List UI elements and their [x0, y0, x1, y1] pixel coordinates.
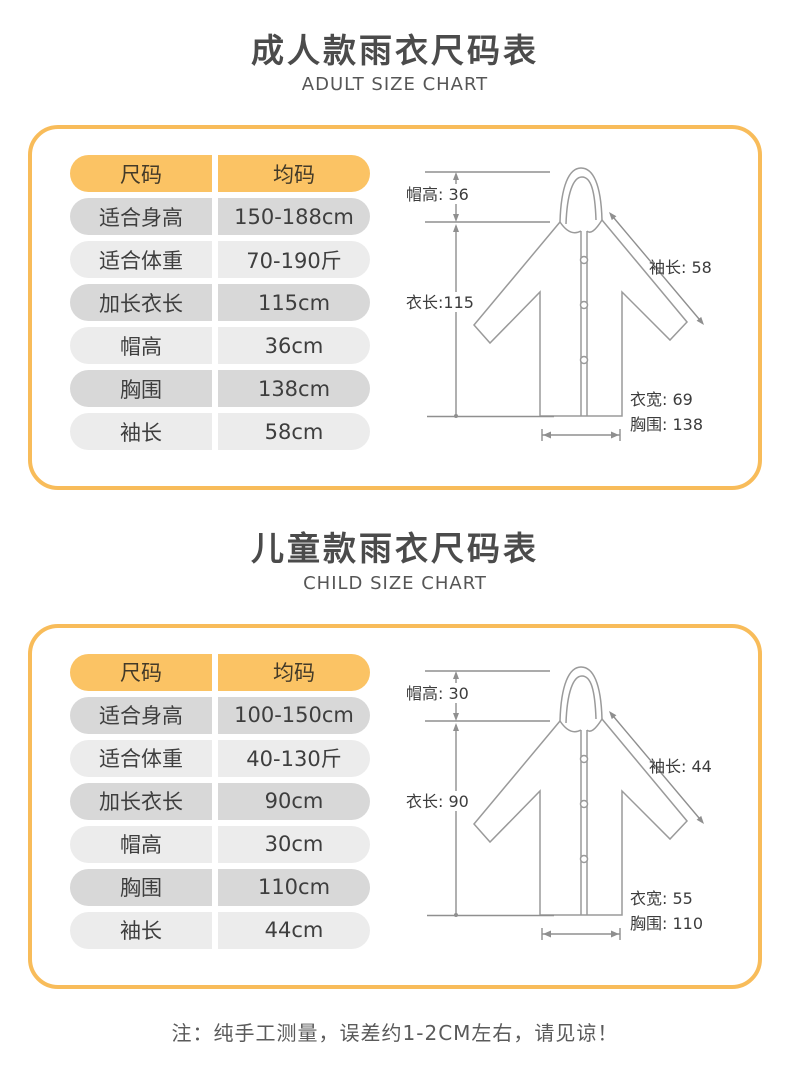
table-row: 帽高 30cm [70, 825, 370, 863]
arrowhead-up [453, 224, 459, 233]
arrowhead-right [611, 431, 619, 439]
row-label: 加长衣长 [70, 284, 212, 322]
hood-inner-line [565, 674, 597, 723]
row-value: 110cm [218, 868, 370, 906]
hood-outline [559, 665, 603, 721]
chest-label: 胸围: 110 [630, 914, 703, 933]
arrowhead-downright [696, 317, 704, 326]
adult-raincoat-diagram: 帽高: 36 衣长:115 袖长: 58 衣宽: 69 胸围: 138 [404, 167, 712, 442]
table-row: 袖长 58cm [70, 413, 370, 451]
row-value: 138cm [218, 370, 370, 408]
collar-right [586, 219, 603, 234]
arrowhead-up [453, 722, 459, 731]
adult-section-header: 成人款雨衣尺码表 ADULT SIZE CHART [0, 0, 790, 95]
row-label: 适合身高 [70, 696, 212, 734]
child-raincoat-diagram: 帽高: 30 衣长: 90 袖长: 44 衣宽: 55 胸围: 110 [404, 665, 712, 940]
table-row: 适合身高 100-150cm [70, 696, 370, 734]
table-row: 帽高 36cm [70, 327, 370, 365]
row-label: 帽高 [70, 825, 212, 863]
row-label: 袖长 [70, 911, 212, 949]
hood-height-label: 帽高: 30 [406, 684, 469, 703]
row-value: 100-150cm [218, 696, 370, 734]
row-value: 36cm [218, 327, 370, 365]
button [579, 301, 589, 310]
table-row: 适合身高 150-188cm [70, 198, 370, 236]
row-label: 胸围 [70, 370, 212, 408]
row-value: 150-188cm [218, 198, 370, 236]
table-header-row: 尺码 均码 [70, 155, 370, 193]
header-col-size: 尺码 [70, 653, 212, 691]
arrowhead-left [543, 930, 551, 937]
coat-length-label: 衣长:115 [406, 293, 474, 312]
child-section-header: 儿童款雨衣尺码表 CHILD SIZE CHART [0, 490, 790, 593]
table-row: 加长衣长 90cm [70, 782, 370, 820]
measurement-note: 注：纯手工测量，误差约1-2CM左右，请见谅！ [171, 1020, 619, 1045]
adult-size-card: 尺码 均码 适合身高 150-188cm 适合体重 70-190斤 加长衣长 1… [28, 125, 762, 491]
chest-label: 胸围: 138 [630, 415, 703, 434]
row-value: 70-190斤 [218, 241, 370, 279]
table-row: 加长衣长 115cm [70, 284, 370, 322]
row-value: 30cm [218, 825, 370, 863]
row-value: 44cm [218, 911, 370, 949]
coat-width-label: 衣宽: 55 [630, 889, 693, 908]
row-value: 40-130斤 [218, 739, 370, 777]
button [579, 854, 589, 863]
coat-length-label: 衣长: 90 [406, 792, 469, 811]
arrowhead-up [453, 172, 459, 181]
child-size-card: 尺码 均码 适合身高 100-150cm 适合体重 40-130斤 加长衣长 9… [28, 623, 762, 989]
coat-width-label: 衣宽: 69 [630, 390, 693, 409]
arrowhead-downright [696, 815, 704, 824]
row-label: 加长衣长 [70, 782, 212, 820]
row-label: 袖长 [70, 413, 212, 451]
row-label: 帽高 [70, 327, 212, 365]
arrowhead-right [611, 930, 619, 937]
child-title: 儿童款雨衣尺码表 [251, 529, 539, 569]
sleeve-length-label: 袖长: 58 [649, 258, 712, 277]
table-row: 袖长 44cm [70, 911, 370, 949]
table-header-row: 尺码 均码 [70, 653, 370, 691]
row-label: 胸围 [70, 868, 212, 906]
hood-outline [559, 167, 603, 223]
arrowhead-up [453, 670, 459, 679]
header-col-size: 尺码 [70, 155, 212, 193]
collar-left [559, 221, 582, 234]
button [579, 356, 589, 365]
button [579, 256, 589, 265]
header-col-onesize: 均码 [218, 155, 370, 193]
arrowhead-left [543, 431, 551, 439]
table-row: 胸围 110cm [70, 868, 370, 906]
child-size-table: 尺码 均码 适合身高 100-150cm 适合体重 40-130斤 加长衣长 9… [70, 653, 370, 955]
adult-title: 成人款雨衣尺码表 [251, 31, 539, 70]
sleeve-length-label: 袖长: 44 [649, 757, 712, 776]
collar-left [559, 720, 582, 732]
adult-subtitle: ADULT SIZE CHART [301, 74, 489, 96]
sleeve-arrow-shaft [610, 712, 703, 822]
sleeve-arrow-shaft [610, 214, 703, 324]
row-label: 适合身高 [70, 198, 212, 236]
row-value: 115cm [218, 284, 370, 322]
table-row: 胸围 138cm [70, 370, 370, 408]
hood-height-label: 帽高: 36 [406, 185, 469, 204]
table-row: 适合体重 70-190斤 [70, 241, 370, 279]
arrowhead-upleft [609, 212, 617, 221]
collar-right [586, 718, 603, 732]
row-label: 适合体重 [70, 241, 212, 279]
button [579, 754, 589, 763]
header-col-onesize: 均码 [218, 653, 370, 691]
hood-inner-line [565, 176, 597, 225]
table-row: 适合体重 40-130斤 [70, 739, 370, 777]
child-subtitle: CHILD SIZE CHART [303, 572, 487, 594]
row-value: 58cm [218, 413, 370, 451]
arrowhead-upleft [609, 710, 617, 719]
row-value: 90cm [218, 782, 370, 820]
row-label: 适合体重 [70, 739, 212, 777]
adult-size-table: 尺码 均码 适合身高 150-188cm 适合体重 70-190斤 加长衣长 1… [70, 155, 370, 456]
arrowhead-down [453, 712, 459, 721]
button [579, 799, 589, 808]
arrowhead-down [453, 214, 459, 223]
